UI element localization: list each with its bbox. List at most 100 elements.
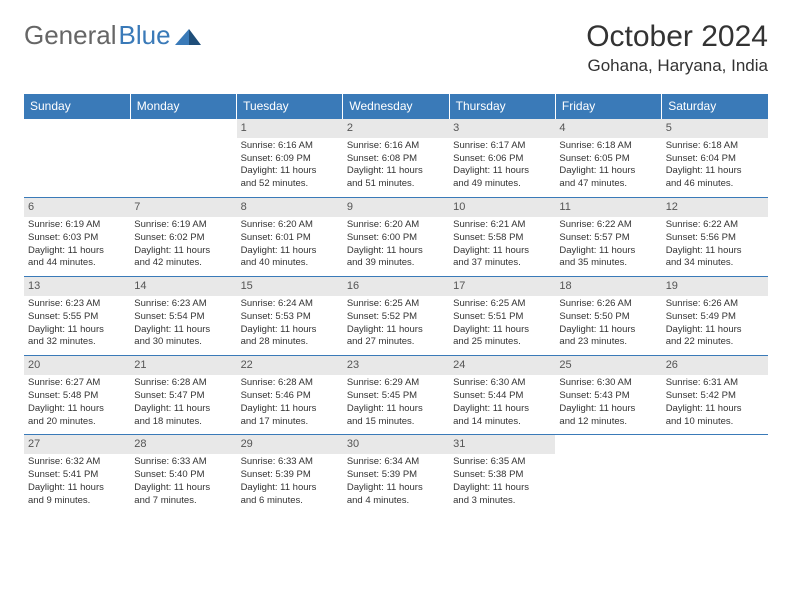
- daylight-text: and 37 minutes.: [453, 257, 551, 270]
- day-cell: 18Sunrise: 6:26 AMSunset: 5:50 PMDayligh…: [555, 277, 661, 356]
- daylight-text: Daylight: 11 hours: [347, 403, 445, 416]
- sunrise-text: Sunrise: 6:16 AM: [347, 140, 445, 153]
- sunset-text: Sunset: 6:05 PM: [559, 153, 657, 166]
- day-cell: 19Sunrise: 6:26 AMSunset: 5:49 PMDayligh…: [662, 277, 768, 356]
- day-number: 10: [449, 198, 555, 217]
- calendar-table: SundayMondayTuesdayWednesdayThursdayFrid…: [24, 94, 768, 513]
- daylight-text: and 40 minutes.: [241, 257, 339, 270]
- day-cell: 13Sunrise: 6:23 AMSunset: 5:55 PMDayligh…: [24, 277, 130, 356]
- day-cell: [130, 119, 236, 198]
- day-number: 9: [343, 198, 449, 217]
- sunrise-text: Sunrise: 6:18 AM: [666, 140, 764, 153]
- week-row: 6Sunrise: 6:19 AMSunset: 6:03 PMDaylight…: [24, 198, 768, 277]
- daylight-text: Daylight: 11 hours: [666, 324, 764, 337]
- sunrise-text: Sunrise: 6:22 AM: [559, 219, 657, 232]
- day-cell: 1Sunrise: 6:16 AMSunset: 6:09 PMDaylight…: [237, 119, 343, 198]
- daylight-text: and 4 minutes.: [347, 495, 445, 508]
- sunrise-text: Sunrise: 6:28 AM: [241, 377, 339, 390]
- sunset-text: Sunset: 5:55 PM: [28, 311, 126, 324]
- sunset-text: Sunset: 6:01 PM: [241, 232, 339, 245]
- sunrise-text: Sunrise: 6:27 AM: [28, 377, 126, 390]
- daylight-text: Daylight: 11 hours: [453, 403, 551, 416]
- day-cell: 29Sunrise: 6:33 AMSunset: 5:39 PMDayligh…: [237, 435, 343, 514]
- day-header: Tuesday: [237, 94, 343, 119]
- day-cell: 5Sunrise: 6:18 AMSunset: 6:04 PMDaylight…: [662, 119, 768, 198]
- day-number: 16: [343, 277, 449, 296]
- day-cell: [24, 119, 130, 198]
- day-header: Wednesday: [343, 94, 449, 119]
- daylight-text: Daylight: 11 hours: [28, 482, 126, 495]
- sunrise-text: Sunrise: 6:32 AM: [28, 456, 126, 469]
- day-cell: 11Sunrise: 6:22 AMSunset: 5:57 PMDayligh…: [555, 198, 661, 277]
- daylight-text: and 15 minutes.: [347, 416, 445, 429]
- daylight-text: and 49 minutes.: [453, 178, 551, 191]
- sunset-text: Sunset: 5:52 PM: [347, 311, 445, 324]
- daylight-text: Daylight: 11 hours: [559, 165, 657, 178]
- daylight-text: Daylight: 11 hours: [347, 245, 445, 258]
- daylight-text: Daylight: 11 hours: [241, 165, 339, 178]
- daylight-text: Daylight: 11 hours: [559, 403, 657, 416]
- daylight-text: and 9 minutes.: [28, 495, 126, 508]
- daylight-text: and 32 minutes.: [28, 336, 126, 349]
- sunrise-text: Sunrise: 6:19 AM: [134, 219, 232, 232]
- daylight-text: Daylight: 11 hours: [134, 403, 232, 416]
- day-number: 18: [555, 277, 661, 296]
- daylight-text: Daylight: 11 hours: [134, 324, 232, 337]
- day-header-row: SundayMondayTuesdayWednesdayThursdayFrid…: [24, 94, 768, 119]
- day-cell: 28Sunrise: 6:33 AMSunset: 5:40 PMDayligh…: [130, 435, 236, 514]
- week-row: 13Sunrise: 6:23 AMSunset: 5:55 PMDayligh…: [24, 277, 768, 356]
- daylight-text: Daylight: 11 hours: [28, 245, 126, 258]
- day-number: 17: [449, 277, 555, 296]
- daylight-text: and 22 minutes.: [666, 336, 764, 349]
- day-cell: 10Sunrise: 6:21 AMSunset: 5:58 PMDayligh…: [449, 198, 555, 277]
- sunrise-text: Sunrise: 6:30 AM: [453, 377, 551, 390]
- sunset-text: Sunset: 5:48 PM: [28, 390, 126, 403]
- day-number: 27: [24, 435, 130, 454]
- day-header: Saturday: [662, 94, 768, 119]
- sunrise-text: Sunrise: 6:25 AM: [347, 298, 445, 311]
- day-number: 2: [343, 119, 449, 138]
- daylight-text: Daylight: 11 hours: [559, 245, 657, 258]
- sunrise-text: Sunrise: 6:25 AM: [453, 298, 551, 311]
- sunrise-text: Sunrise: 6:22 AM: [666, 219, 764, 232]
- sunset-text: Sunset: 5:47 PM: [134, 390, 232, 403]
- day-cell: 7Sunrise: 6:19 AMSunset: 6:02 PMDaylight…: [130, 198, 236, 277]
- day-number: 8: [237, 198, 343, 217]
- sunrise-text: Sunrise: 6:21 AM: [453, 219, 551, 232]
- location-text: Gohana, Haryana, India: [586, 56, 768, 76]
- sunrise-text: Sunrise: 6:24 AM: [241, 298, 339, 311]
- sunset-text: Sunset: 5:38 PM: [453, 469, 551, 482]
- sunrise-text: Sunrise: 6:30 AM: [559, 377, 657, 390]
- day-number: 23: [343, 356, 449, 375]
- day-number: 28: [130, 435, 236, 454]
- sunrise-text: Sunrise: 6:29 AM: [347, 377, 445, 390]
- day-header: Monday: [130, 94, 236, 119]
- logo: General Blue: [24, 20, 201, 51]
- day-cell: 17Sunrise: 6:25 AMSunset: 5:51 PMDayligh…: [449, 277, 555, 356]
- header: General Blue October 2024 Gohana, Haryan…: [24, 20, 768, 76]
- sunrise-text: Sunrise: 6:17 AM: [453, 140, 551, 153]
- sunrise-text: Sunrise: 6:31 AM: [666, 377, 764, 390]
- daylight-text: Daylight: 11 hours: [347, 482, 445, 495]
- sunset-text: Sunset: 5:39 PM: [347, 469, 445, 482]
- day-number: 4: [555, 119, 661, 138]
- day-cell: 20Sunrise: 6:27 AMSunset: 5:48 PMDayligh…: [24, 356, 130, 435]
- daylight-text: Daylight: 11 hours: [241, 482, 339, 495]
- daylight-text: Daylight: 11 hours: [134, 245, 232, 258]
- day-header: Friday: [555, 94, 661, 119]
- daylight-text: and 23 minutes.: [559, 336, 657, 349]
- sunrise-text: Sunrise: 6:18 AM: [559, 140, 657, 153]
- daylight-text: and 35 minutes.: [559, 257, 657, 270]
- sunrise-text: Sunrise: 6:33 AM: [241, 456, 339, 469]
- sunset-text: Sunset: 6:03 PM: [28, 232, 126, 245]
- day-number: 26: [662, 356, 768, 375]
- daylight-text: Daylight: 11 hours: [28, 324, 126, 337]
- sunrise-text: Sunrise: 6:16 AM: [241, 140, 339, 153]
- daylight-text: and 44 minutes.: [28, 257, 126, 270]
- sunset-text: Sunset: 5:43 PM: [559, 390, 657, 403]
- day-cell: 15Sunrise: 6:24 AMSunset: 5:53 PMDayligh…: [237, 277, 343, 356]
- day-cell: 14Sunrise: 6:23 AMSunset: 5:54 PMDayligh…: [130, 277, 236, 356]
- sunset-text: Sunset: 6:08 PM: [347, 153, 445, 166]
- daylight-text: Daylight: 11 hours: [241, 324, 339, 337]
- sunrise-text: Sunrise: 6:20 AM: [347, 219, 445, 232]
